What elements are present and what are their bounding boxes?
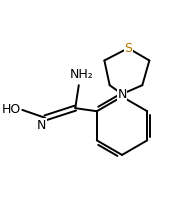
Text: S: S xyxy=(124,42,132,55)
Text: N: N xyxy=(37,119,46,132)
Text: N: N xyxy=(117,88,127,100)
Text: NH₂: NH₂ xyxy=(70,68,93,81)
Text: HO: HO xyxy=(2,103,21,116)
